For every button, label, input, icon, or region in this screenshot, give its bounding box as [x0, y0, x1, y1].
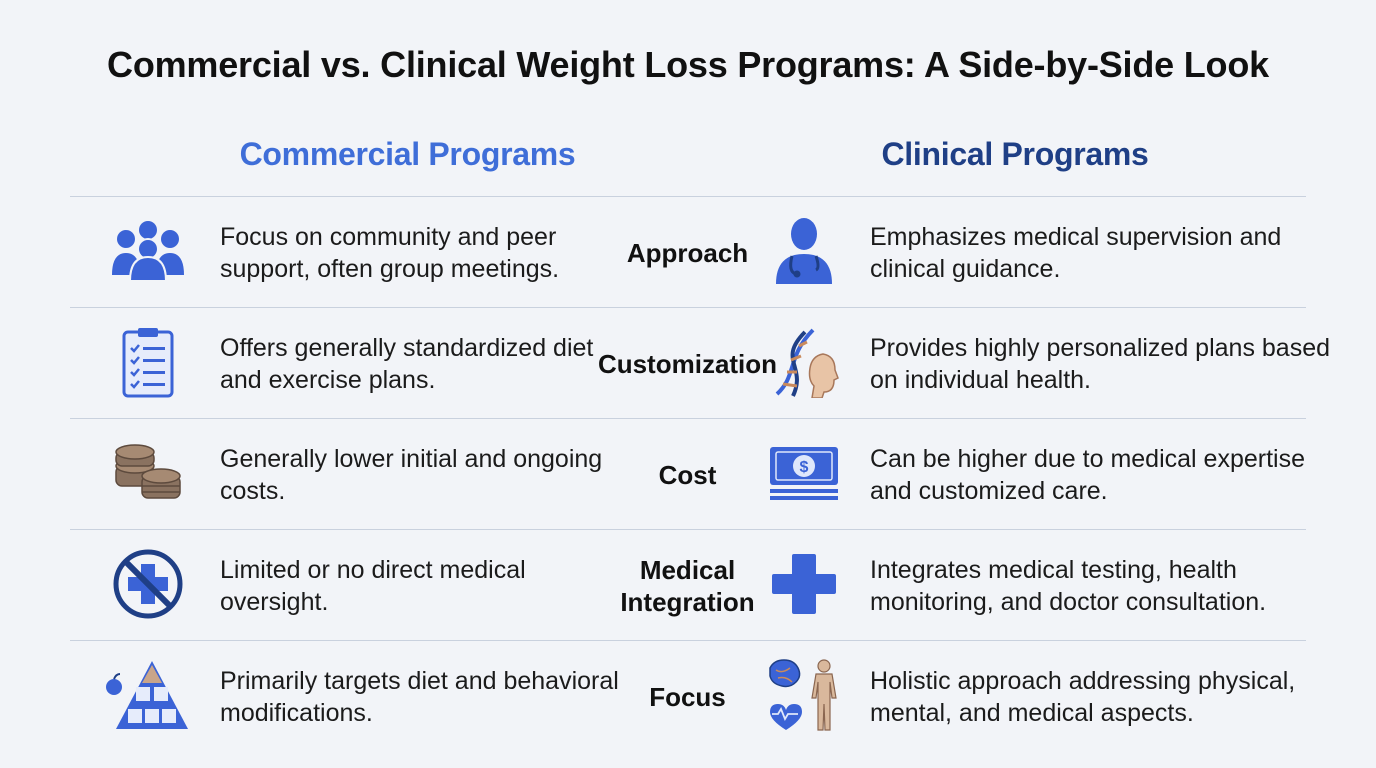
- commercial-approach-text: Focus on community and peer support, oft…: [220, 223, 560, 283]
- food-pyramid-icon: [104, 659, 192, 731]
- commercial-column-header: Commercial Programs: [239, 136, 576, 172]
- commercial-focus-text: Primarily targets diet and behavioral mo…: [220, 667, 619, 727]
- category-label-focus: Focus: [649, 681, 726, 712]
- category-label-approach: Approach: [626, 237, 749, 268]
- category-label-medical-integration: Medical Integration: [620, 554, 755, 617]
- medical-cross-icon: [760, 548, 848, 620]
- holistic-body-icon: [760, 659, 848, 731]
- comparison-row-approach: Focus on community and peer support, oft…: [0, 197, 1376, 308]
- comparison-row-focus: Primarily targets diet and behavioral mo…: [0, 641, 1376, 752]
- page-title: Commercial vs. Clinical Weight Loss Prog…: [107, 44, 1269, 85]
- comparison-row-cost: Generally lower initial and ongoing cost…: [0, 419, 1376, 530]
- coins-icon: [104, 437, 192, 509]
- comparison-row-customization: Offers generally standardized diet and e…: [0, 308, 1376, 419]
- divider: [70, 307, 1306, 308]
- divider: [70, 196, 1306, 197]
- divider: [70, 640, 1306, 641]
- category-label-customization: Customization: [597, 348, 778, 379]
- commercial-medical-integration-text: Limited or no direct medical oversight.: [220, 556, 526, 616]
- clinical-approach-text: Emphasizes medical supervision and clini…: [870, 223, 1282, 283]
- checklist-clipboard-icon: [104, 326, 192, 398]
- commercial-customization-text: Offers generally standardized diet and e…: [220, 334, 594, 394]
- commercial-cost-text: Generally lower initial and ongoing cost…: [220, 445, 603, 505]
- clinical-customization-text: Provides highly personalized plans based…: [870, 334, 1331, 394]
- clinical-medical-integration-text: Integrates medical testing, health monit…: [870, 556, 1267, 616]
- svg-text:$: $: [800, 459, 809, 476]
- category-label-cost: Cost: [658, 459, 717, 490]
- group-icon: [104, 215, 192, 287]
- clinical-focus-text: Holistic approach addressing physical, m…: [870, 667, 1296, 727]
- clinical-cost-text: Can be higher due to medical expertise a…: [870, 445, 1305, 505]
- no-medical-icon: [104, 548, 192, 620]
- divider: [70, 529, 1306, 530]
- comparison-row-medical-integration: Limited or no direct medical oversight. …: [0, 530, 1376, 641]
- dollar-bills-icon: $: [760, 437, 848, 509]
- divider: [70, 418, 1306, 419]
- doctor-icon: [760, 215, 848, 287]
- dna-profile-icon: [760, 326, 848, 398]
- clinical-column-header: Clinical Programs: [881, 136, 1149, 172]
